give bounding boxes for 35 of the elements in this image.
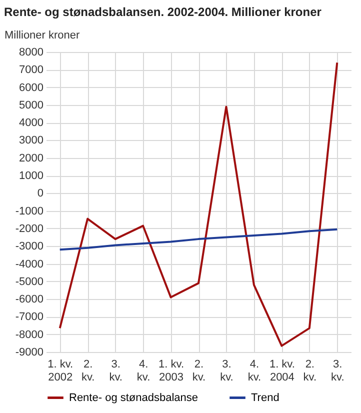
chart-title: Rente- og stønadsbalansen. 2002-2004. Millioner kroner <box>4 5 322 19</box>
y-tick-label: 2000 <box>19 152 44 164</box>
x-tick-label: 1. kv. 2003 <box>158 358 184 384</box>
x-tick-label: 1. kv. 2002 <box>48 358 74 384</box>
y-tick-label: -7000 <box>15 311 44 324</box>
x-tick-label: 3. kv. <box>109 358 122 384</box>
y-tick-label: -8000 <box>15 328 44 341</box>
line-series <box>58 228 338 251</box>
y-tick-label: 1000 <box>19 170 44 182</box>
y-tick-label: 6000 <box>19 82 44 94</box>
x-tick-label: 1. kv. 2004 <box>269 358 295 384</box>
x-tick-label: 4. kv. <box>248 358 262 384</box>
y-tick-label: 8000 <box>19 46 44 58</box>
x-tick-label: 3. kv. <box>331 358 344 384</box>
legend-label: Trend <box>251 392 280 404</box>
y-tick-label: -3000 <box>15 240 44 253</box>
x-tick-label: 3. kv. <box>220 358 234 384</box>
y-tick-label: 3000 <box>19 134 44 147</box>
y-tick-label: -4000 <box>15 258 44 270</box>
y-tick-label: -9000 <box>15 346 44 358</box>
y-tick-label: -6000 <box>15 294 44 306</box>
y-tick-label: 4000 <box>19 117 44 130</box>
y-tick-label: 0 <box>37 188 44 200</box>
y-tick-label: -5000 <box>15 276 44 288</box>
y-tick-label: -2000 <box>15 222 44 235</box>
x-tick-label: 2. kv. <box>303 358 317 384</box>
y-tick-label: -1000 <box>15 205 44 218</box>
legend-label: Rente- og stønadsbalanse <box>69 392 198 404</box>
line-series <box>58 62 338 347</box>
x-tick-label: 4. kv. <box>136 358 150 384</box>
y-tick-label: 7000 <box>19 64 44 76</box>
y-tick-label: 5000 <box>19 99 44 112</box>
x-tick-label: 2. kv. <box>81 358 95 384</box>
x-tick-label: 2. kv. <box>192 358 206 384</box>
y-axis-title: Millioner kroner <box>4 30 80 42</box>
